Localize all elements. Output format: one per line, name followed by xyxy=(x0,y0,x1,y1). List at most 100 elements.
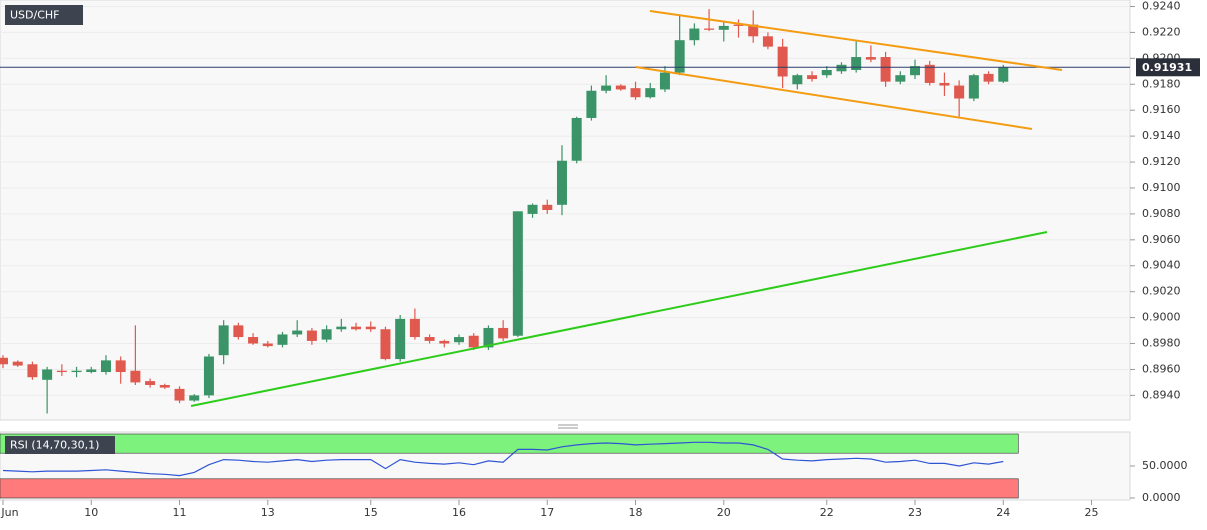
candle-body xyxy=(718,25,729,30)
rsi-zone xyxy=(0,478,1019,499)
candle-body xyxy=(704,28,715,30)
candle-body xyxy=(439,340,450,344)
candle-body xyxy=(233,325,244,338)
candle-body xyxy=(115,360,126,373)
candle-body xyxy=(27,364,38,378)
candle-body xyxy=(762,36,773,47)
y-tick-label: 0.9120 xyxy=(1142,155,1181,168)
candle-body xyxy=(527,204,538,214)
candle-body xyxy=(851,57,862,70)
candle-body xyxy=(777,46,788,77)
y-tick-label: 0.8940 xyxy=(1142,388,1181,401)
x-tick-label: 23 xyxy=(908,506,922,519)
candle-body xyxy=(424,337,435,341)
candle-body xyxy=(380,329,391,360)
x-tick-label: 17 xyxy=(540,506,554,519)
x-tick-label: 15 xyxy=(364,506,378,519)
candle-body xyxy=(306,330,317,341)
channel-bottom xyxy=(635,66,1033,130)
y-tick-label: 0.9020 xyxy=(1142,285,1181,298)
candle-body xyxy=(100,360,111,373)
candle-body xyxy=(292,330,303,335)
candle-body xyxy=(336,326,347,330)
x-tick-label: Jun xyxy=(0,506,18,519)
y-tick-label: 0.9080 xyxy=(1142,207,1181,220)
price-panel xyxy=(0,0,1131,421)
x-tick-label: 22 xyxy=(820,506,834,519)
candle-body xyxy=(630,88,641,98)
y-tick-label: 0.8980 xyxy=(1142,337,1181,350)
candle-body xyxy=(365,326,376,330)
candle-body xyxy=(880,57,891,82)
rsi-title-box xyxy=(5,436,115,454)
candle-body xyxy=(321,329,332,340)
candle-body xyxy=(56,370,67,373)
candle-body xyxy=(645,88,656,98)
title-box xyxy=(5,5,83,25)
candle-body xyxy=(42,369,53,380)
candle-body xyxy=(895,75,906,82)
candle-body xyxy=(0,357,8,365)
candle-body xyxy=(615,85,626,90)
x-tick-label: 11 xyxy=(173,506,187,519)
y-tick-label: 50.0000 xyxy=(1142,459,1188,472)
candle-body xyxy=(586,90,597,118)
overlay: USD/CHF RSI (14,70,30,1) 0.91931 xyxy=(5,5,1200,454)
candle-body xyxy=(601,85,612,91)
y-tick-label: 0.9000 xyxy=(1142,311,1181,324)
rsi-line xyxy=(2,441,1004,477)
panel-handle xyxy=(558,424,578,429)
rsi-zone xyxy=(0,433,1019,454)
candle-body xyxy=(86,369,97,373)
candle-body xyxy=(807,75,818,80)
x-tick-label: 18 xyxy=(629,506,643,519)
candle-body xyxy=(571,117,582,161)
candle-body xyxy=(542,204,553,210)
candle-body xyxy=(262,343,273,347)
rsi-title: RSI (14,70,30,1) xyxy=(10,439,99,452)
chart-title: USD/CHF xyxy=(10,9,60,22)
y-tick-label: 0.9240 xyxy=(1142,0,1181,12)
candle-body xyxy=(924,64,935,83)
candle-body xyxy=(248,337,259,344)
candle-body xyxy=(159,385,170,388)
y-tick-label: 0.0000 xyxy=(1142,491,1181,504)
candle-body xyxy=(409,318,420,338)
candle-body xyxy=(674,40,685,73)
support-line xyxy=(190,231,1048,407)
last-price-label: 0.91931 xyxy=(1142,61,1192,74)
candle-body xyxy=(748,24,759,37)
x-tick-label: 10 xyxy=(84,506,98,519)
y-tick-label: 0.9220 xyxy=(1142,25,1181,38)
y-tick-label: 0.9180 xyxy=(1142,77,1181,90)
candle-body xyxy=(792,75,803,85)
y-tick-label: 0.9100 xyxy=(1142,181,1181,194)
candle-body xyxy=(836,64,847,72)
candle-body xyxy=(483,327,494,348)
x-tick-label: 16 xyxy=(452,506,466,519)
candle-body xyxy=(454,337,465,343)
candle-body xyxy=(218,325,229,356)
y-tick-label: 0.9040 xyxy=(1142,259,1181,272)
candle-body xyxy=(130,370,141,383)
candle-body xyxy=(733,24,744,26)
plot-layer: 0.92400.92200.92000.91800.91600.91400.91… xyxy=(0,0,1188,519)
candle-body xyxy=(939,82,950,86)
trend-lines xyxy=(190,10,1063,407)
candle-body xyxy=(954,85,965,99)
y-tick-label: 0.8960 xyxy=(1142,362,1181,375)
candle-body xyxy=(468,335,479,348)
candle-body xyxy=(145,381,156,385)
candle-body xyxy=(174,388,185,401)
y-tick-label: 0.9160 xyxy=(1142,103,1181,116)
candle-body xyxy=(203,356,214,396)
x-tick-label: 20 xyxy=(717,506,731,519)
candle-body xyxy=(689,28,700,41)
candle-body xyxy=(395,318,406,360)
y-tick-label: 0.9060 xyxy=(1142,233,1181,246)
candle-body xyxy=(512,211,523,336)
candle-body xyxy=(968,75,979,99)
candle-body xyxy=(556,160,567,205)
candle-body xyxy=(821,70,832,76)
